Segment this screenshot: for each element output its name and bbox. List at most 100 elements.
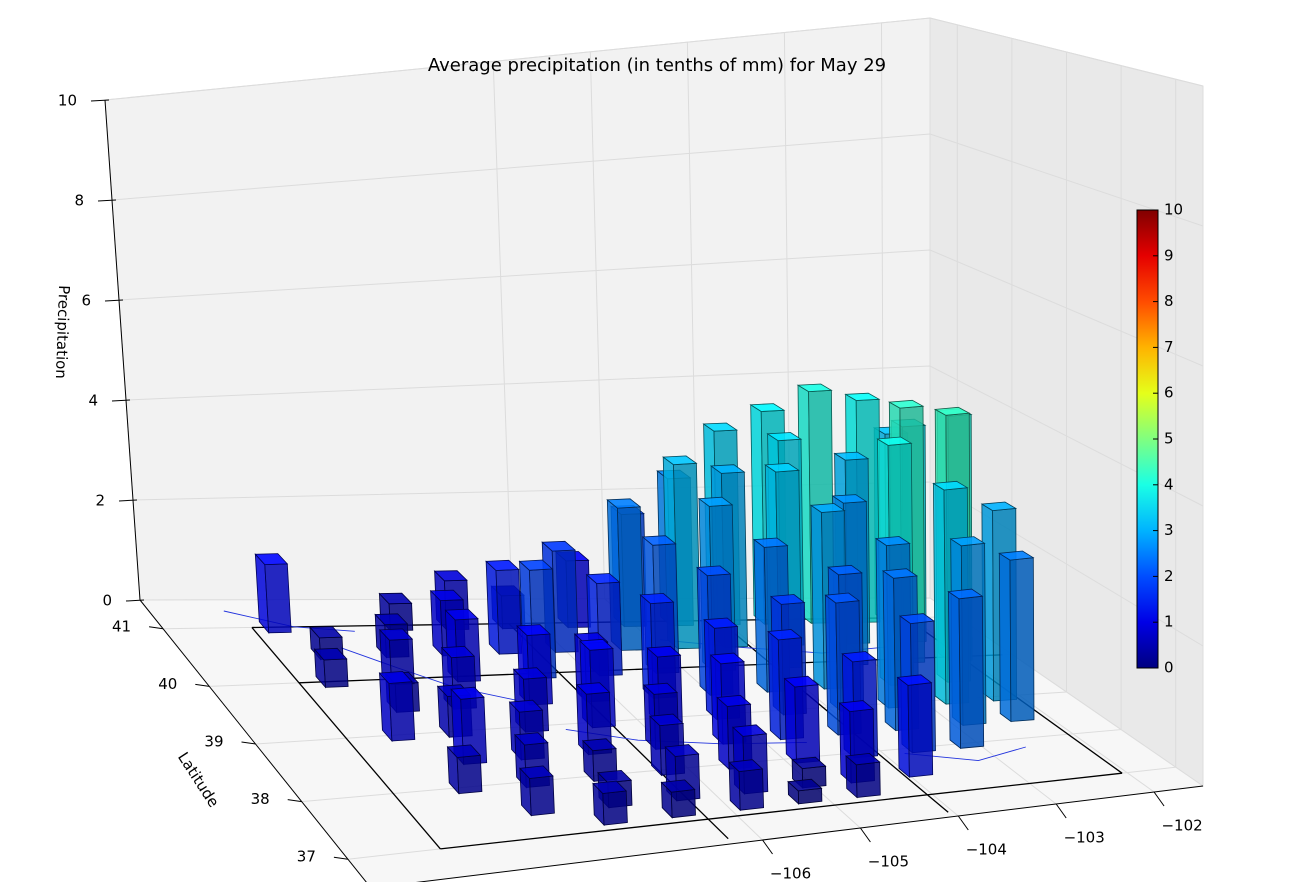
- x-tick-label: −103: [1064, 829, 1105, 847]
- y-tick-label: 38: [251, 790, 270, 808]
- bar-front: [456, 754, 483, 795]
- z-tick: [111, 399, 131, 402]
- bar-top: [512, 667, 548, 680]
- bar-front: [958, 595, 985, 749]
- bar: [254, 553, 292, 634]
- bar-side: [897, 676, 910, 778]
- bar: [378, 670, 416, 743]
- z-tick-label: 0: [102, 592, 112, 610]
- bar-top: [887, 399, 925, 409]
- bar-top: [947, 588, 984, 600]
- bar-side: [947, 590, 962, 750]
- bar-front: [264, 563, 292, 634]
- bar-top: [831, 494, 868, 504]
- bar: [896, 674, 934, 778]
- bar-top: [646, 645, 682, 658]
- z-tick: [104, 299, 124, 302]
- border: [440, 772, 1123, 850]
- colorbar: 0 1 2 3 4 5 6 7 8 9 10: [1136, 201, 1183, 677]
- bar-top: [660, 779, 696, 793]
- bar-top: [433, 570, 468, 582]
- bar-top: [541, 540, 577, 552]
- bar: [845, 752, 881, 799]
- bar-top: [508, 699, 544, 713]
- bar-top: [896, 674, 933, 686]
- bar-top: [980, 501, 1018, 512]
- y-tick: [241, 741, 256, 745]
- bar-front: [855, 761, 881, 798]
- bar-front: [738, 768, 765, 811]
- bar-top: [519, 765, 554, 779]
- colorbar-tick-label: 8: [1164, 292, 1174, 310]
- colorbar-tick-label: 6: [1164, 384, 1174, 402]
- bar-top: [639, 592, 675, 605]
- bar-front: [907, 682, 934, 778]
- grid-line: [125, 365, 1204, 507]
- bar-top: [703, 617, 739, 629]
- bar-top: [313, 647, 348, 661]
- bar: [485, 559, 523, 656]
- bar-top: [824, 592, 861, 604]
- bar: [787, 778, 823, 805]
- bar: [313, 647, 349, 689]
- x-tick: [762, 839, 773, 855]
- bar-front: [794, 684, 821, 764]
- colorbar-tick-label: 5: [1164, 430, 1174, 448]
- y-tick: [195, 683, 210, 687]
- grid-line: [132, 481, 1204, 647]
- border: [251, 627, 441, 850]
- z-tick: [90, 99, 110, 102]
- x-axis: [415, 785, 1204, 882]
- colorbar-tick-label: 10: [1164, 201, 1183, 219]
- bar-top: [582, 738, 617, 752]
- bar-top: [702, 422, 739, 432]
- grid-line: [111, 133, 1204, 227]
- bar-top: [769, 594, 806, 605]
- bar-top: [446, 744, 482, 758]
- bar-top: [752, 537, 789, 548]
- z-tick-label: 10: [58, 92, 77, 110]
- bar-top: [378, 592, 413, 605]
- y-tick: [333, 856, 348, 860]
- colorbar-tick-label: 2: [1164, 567, 1174, 585]
- bar-front: [616, 506, 645, 651]
- bar-top: [809, 503, 846, 513]
- bar-top: [374, 613, 409, 626]
- x-tick: [1055, 803, 1067, 819]
- bar-top: [597, 769, 633, 784]
- z-tick: [125, 599, 145, 602]
- bar-top: [606, 498, 642, 509]
- y-tick-label: 41: [112, 617, 131, 635]
- z-tick-label: 8: [74, 192, 84, 210]
- bar-top: [881, 568, 919, 579]
- river: [340, 647, 518, 701]
- z-tick-label: 2: [95, 492, 105, 510]
- z-tick-label: 6: [81, 292, 91, 310]
- y-tick-label: 40: [158, 675, 177, 693]
- bar-top: [697, 496, 734, 507]
- bar-top: [764, 462, 800, 473]
- bar-top: [844, 392, 881, 401]
- bar: [446, 744, 483, 795]
- bar-front: [670, 789, 696, 819]
- bar-top: [450, 686, 485, 700]
- x-tick-label: −104: [966, 841, 1007, 859]
- bar-top: [838, 700, 875, 713]
- bar-top: [787, 778, 823, 792]
- bar-top: [643, 682, 679, 695]
- bar-top: [378, 628, 414, 641]
- bar-front: [1009, 557, 1035, 722]
- bar-top: [833, 451, 870, 461]
- bar-top: [796, 383, 833, 393]
- bar-top: [648, 713, 685, 727]
- bar-top: [933, 406, 971, 416]
- bar-front: [602, 790, 628, 826]
- z-tick: [97, 199, 117, 202]
- y-tick: [149, 626, 164, 630]
- bar-front: [388, 681, 416, 742]
- bar-top: [378, 670, 413, 684]
- y-axis-label: Latitude: [174, 749, 223, 811]
- y-axis: [139, 599, 367, 882]
- bar-top: [641, 535, 677, 546]
